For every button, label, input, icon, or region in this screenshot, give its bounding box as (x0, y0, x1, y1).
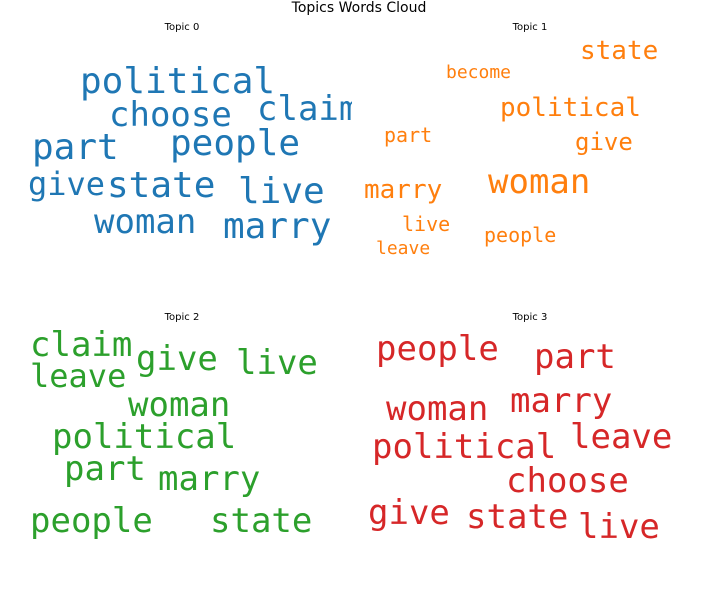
topic-3-word-political: political (372, 427, 557, 467)
topic-2-panel: Topic 2 claim leave give live woman political… (12, 312, 352, 582)
topic-1-word-part: part (384, 123, 433, 147)
topic-2-word-state: state (210, 501, 313, 541)
topic-3-word-give: give (368, 493, 450, 533)
topic-3-word-part: part (534, 337, 616, 377)
topic-1-word-live: live (402, 212, 451, 236)
topic-3-word-choose: choose (506, 461, 629, 501)
topic-0-word-political: political (80, 61, 276, 102)
topic-0-word-live: live (238, 171, 325, 212)
topic-2-word-live: live (236, 343, 318, 383)
topic-0-cloud: political choose claim part people give state l… (12, 22, 352, 292)
topic-0-word-part: part (32, 127, 119, 168)
topic-0-word-claim: claim (257, 89, 352, 129)
topic-3-word-woman: woman (386, 389, 489, 429)
topic-3-word-marry: marry (510, 381, 613, 421)
topic-3-word-leave: leave (570, 417, 673, 457)
topic-1-word-political: political (500, 93, 641, 123)
topic-3-word-live: live (578, 507, 660, 547)
topic-1-panel: Topic 1 state become political part give marr… (360, 22, 700, 292)
topic-2-word-political: political (52, 417, 237, 457)
topic-3-word-state: state (466, 497, 569, 537)
topic-2-word-marry: marry (158, 459, 261, 499)
topic-3-cloud: people part woman marry political leave choose… (360, 312, 700, 582)
topic-0-word-people: people (170, 123, 301, 164)
topic-1-word-leave: leave (376, 238, 431, 259)
topic-0-word-give: give (28, 165, 106, 203)
topic-1-word-woman: woman (488, 162, 591, 202)
topic-0-panel: Topic 0 political choose claim part people gi… (12, 22, 352, 292)
topic-2-word-people: people (30, 501, 153, 541)
topic-3-word-people: people (376, 329, 499, 369)
topic-1-word-people: people (484, 223, 557, 247)
topic-0-word-choose: choose (109, 95, 232, 135)
topic-2-word-claim: claim (30, 325, 133, 365)
topic-1-word-state: state (580, 36, 659, 66)
topic-0-title: Topic 0 (164, 22, 200, 33)
topic-2-word-part: part (64, 449, 146, 489)
topic-3-panel: Topic 3 people part woman marry political lea… (360, 312, 700, 582)
topic-1-cloud: state become political part give marry woman li… (360, 22, 700, 292)
topic-2-word-woman: woman (128, 385, 231, 425)
topic-2-cloud: claim leave give live woman political part marr… (12, 312, 352, 582)
topic-0-word-state: state (107, 165, 216, 206)
topic-2-word-give: give (136, 339, 218, 379)
topic-0-word-marry: marry (223, 206, 332, 247)
topic-1-word-marry: marry (364, 175, 443, 205)
topic-2-word-leave: leave (30, 357, 127, 395)
topic-0-word-woman: woman (94, 202, 197, 242)
chart-title: Topics Words Cloud (291, 0, 427, 16)
topic-1-word-give: give (575, 128, 633, 156)
topic-1-word-become: become (446, 62, 512, 83)
topic-3-title: Topic 3 (512, 312, 548, 323)
topic-2-title: Topic 2 (164, 312, 200, 323)
topic-1-title: Topic 1 (512, 22, 548, 33)
